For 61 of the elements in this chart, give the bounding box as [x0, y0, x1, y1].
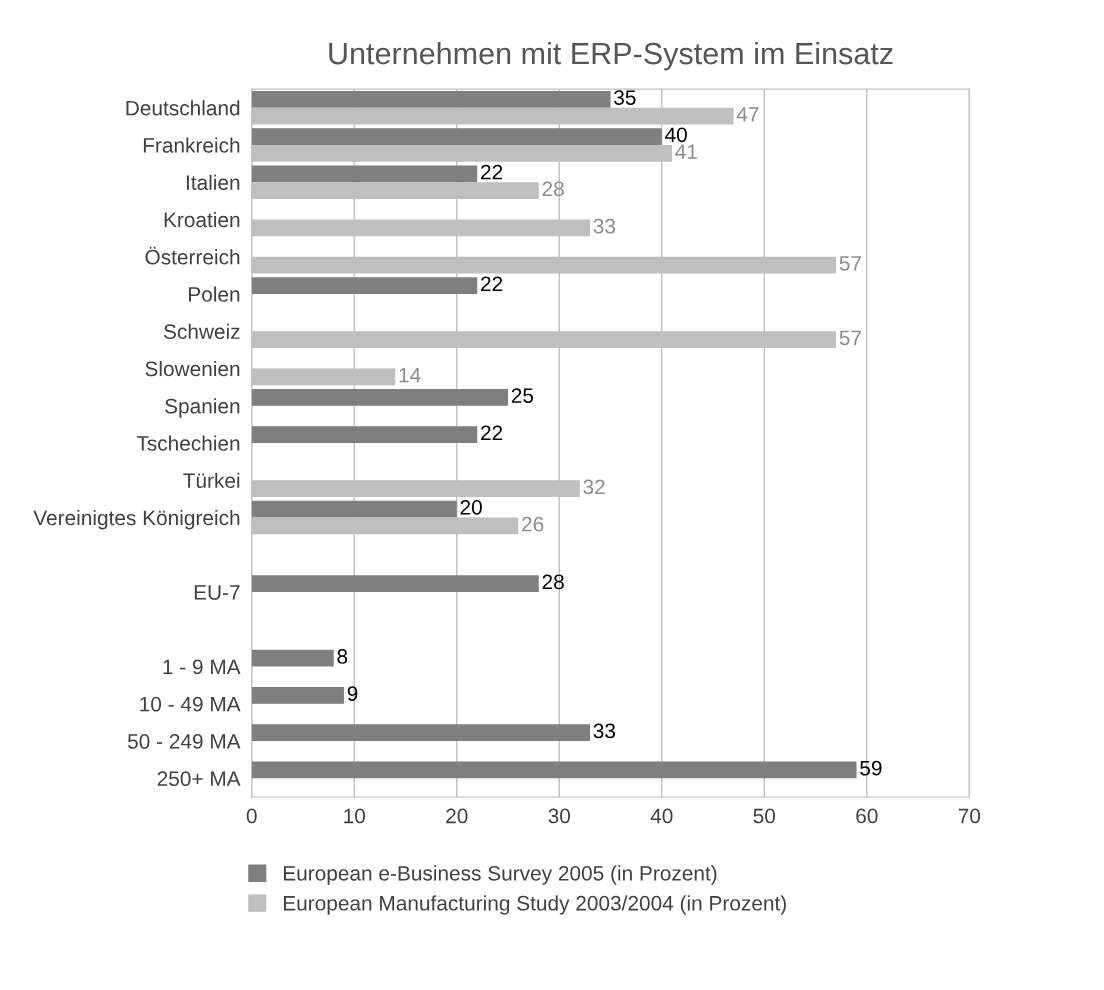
y-tick-label: Vereinigtes Königreich — [33, 509, 240, 530]
data-label: 9 — [347, 686, 358, 702]
y-tick-label: Türkei — [183, 472, 240, 489]
data-label: 41 — [675, 144, 697, 159]
x-tick-label: 40 — [650, 808, 673, 824]
data-label: 8 — [337, 649, 348, 664]
data-label: 20 — [460, 499, 482, 515]
y-tick-label: Tschechien — [136, 435, 240, 451]
data-label: 28 — [542, 574, 564, 590]
bar — [251, 128, 662, 145]
bar — [251, 724, 591, 742]
legend-label: European Manufacturing Study 2003/2004 (in Prozent) — [283, 895, 786, 915]
x-tick-label: 70 — [958, 808, 981, 824]
bar — [251, 687, 344, 704]
bar — [251, 761, 857, 779]
bar — [251, 389, 508, 406]
y-tick-label: Frankreich — [143, 137, 240, 153]
chart-title: Unternehmen mit ERP-System im Einsatz — [329, 41, 893, 71]
data-label: 26 — [522, 516, 544, 532]
bar — [251, 277, 478, 294]
y-tick-label: Spanien — [165, 398, 240, 418]
y-tick-label: Deutschland — [126, 100, 240, 116]
y-tick-label: Slowenien — [145, 360, 240, 377]
y-tick-label: Italien — [186, 174, 240, 190]
data-label: 14 — [399, 367, 421, 383]
data-label: 22 — [481, 425, 503, 441]
data-label: 35 — [614, 90, 636, 105]
data-label: 22 — [481, 276, 503, 292]
y-tick-label: 50 - 249 MA — [127, 734, 241, 749]
data-label: 59 — [860, 760, 882, 776]
y-tick-label: 10 - 49 MA — [140, 696, 241, 712]
bar — [251, 649, 334, 667]
data-label: 33 — [593, 723, 616, 739]
x-tick-label: 30 — [548, 808, 571, 824]
y-tick-label: Österreich — [145, 246, 240, 265]
y-tick-label: Schweiz — [163, 323, 240, 340]
data-label: 32 — [583, 479, 605, 495]
x-tick-label: 0 — [246, 808, 257, 824]
legend-label: European e-Business Survey 2005 (in Prozent) — [283, 865, 717, 885]
x-tick-label: 20 — [446, 808, 468, 824]
data-label: 25 — [511, 388, 534, 403]
y-tick-label: 250+ MA — [157, 771, 241, 787]
data-label: 47 — [736, 107, 759, 122]
y-tick-label: 1 - 9 MA — [163, 659, 241, 675]
bar — [251, 165, 478, 183]
y-tick-label: EU-7 — [194, 585, 240, 600]
x-tick-label: 60 — [856, 808, 878, 824]
x-tick-label: 50 — [753, 808, 776, 824]
y-tick-label: Kroatien — [164, 211, 240, 228]
data-label: 57 — [839, 256, 861, 271]
y-tick-label: Polen — [189, 286, 240, 302]
data-label: 57 — [839, 330, 861, 346]
data-label: 22 — [481, 164, 503, 180]
bar — [251, 426, 478, 444]
x-tick-label: 10 — [344, 808, 365, 824]
bar — [251, 500, 457, 518]
bar — [251, 90, 611, 108]
data-label: 28 — [542, 181, 564, 197]
data-label: 40 — [665, 127, 687, 143]
bar — [251, 575, 539, 593]
data-label: 33 — [593, 218, 616, 234]
